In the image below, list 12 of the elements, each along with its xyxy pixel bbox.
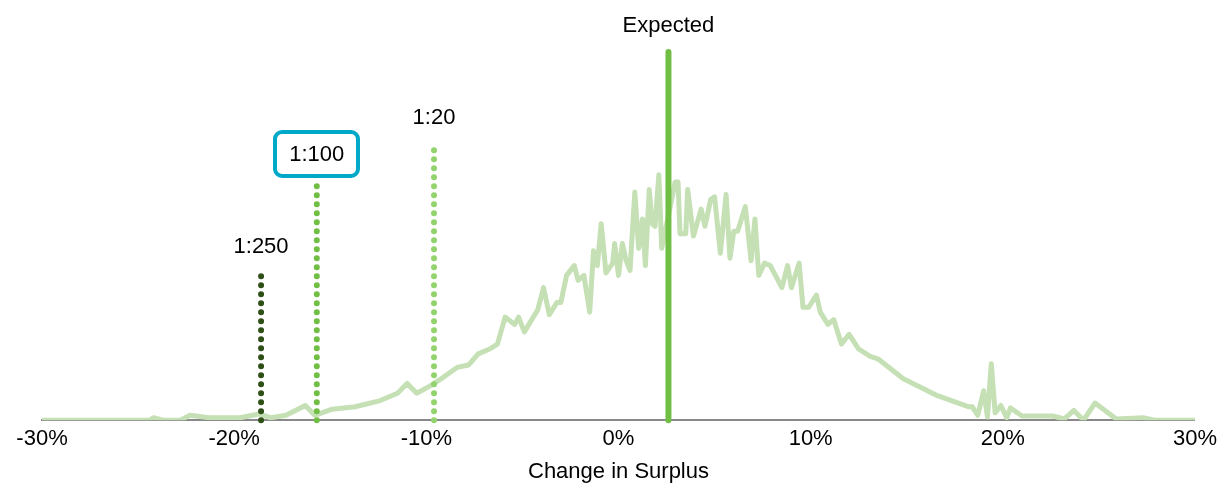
x-axis-title: Change in Surplus: [527, 457, 709, 483]
text: 1:20: [412, 104, 456, 130]
x-tick-label: 30%: [1172, 425, 1218, 451]
annotation: 1:250: [233, 232, 289, 258]
x-tick-label: -20%: [208, 425, 260, 451]
x-tick-label: 10%: [788, 425, 833, 451]
x-tick-label: -30%: [16, 425, 68, 451]
x-tick-label: 20%: [980, 425, 1025, 451]
x-tick-label: 0%: [602, 425, 635, 451]
text: 1:100: [289, 140, 345, 166]
ref-line-label: Expected: [622, 12, 715, 38]
x-tick-label: -10%: [400, 425, 453, 451]
